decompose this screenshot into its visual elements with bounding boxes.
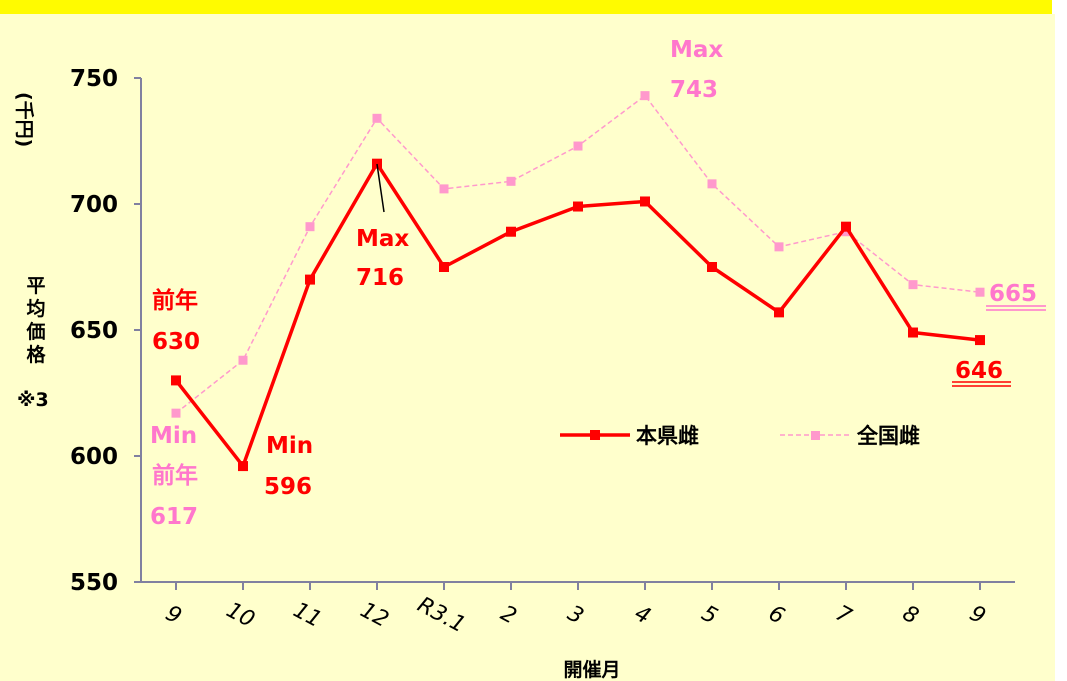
zenkoku-point [841,227,851,237]
x-tick-label: 10 [222,598,258,633]
legend-honken-marker [590,430,600,440]
pink-prev-label: 前年 [152,462,198,489]
zenkoku-point [573,141,583,151]
series-honken-mesu [171,158,985,472]
y-tick-label: 600 [70,444,118,470]
y-axis-label-char: 平 [26,275,45,297]
x-tick-label: 9 [965,601,989,630]
y-axis-unit-text: (千円) [13,92,35,147]
legend: 本県雌 全国雌 [560,424,920,448]
legend-honken-label: 本県雌 [636,424,699,448]
y-tick-label: 550 [70,570,118,596]
honken-point [439,262,449,272]
y-tick-label: 700 [70,192,118,218]
pink-min-label: Min [150,423,197,449]
y-tick-label: 650 [70,318,118,344]
red-last-value: 646 [955,358,1003,384]
legend-zenkoku-label: 全国雌 [856,424,920,448]
red-max-label: Max [356,226,409,252]
honken-point [908,327,918,338]
zenkoku-point [975,287,985,297]
x-tick-label: 7 [831,601,855,630]
zenkoku-point [439,184,449,194]
y-axis-label: 平均価格 [25,275,46,366]
y-ticks: 550 600 650 700 750 [70,66,141,596]
zenkoku-point [238,355,248,365]
x-ticks: 9 10 11 12 R3.1 2 3 4 5 6 7 8 9 [161,582,989,638]
x-tick-label: 5 [697,601,721,630]
top-highlight-bar [0,0,1052,14]
pink-prev-value: 617 [150,504,198,530]
max-leader-line [376,163,385,213]
pink-max-label: Max [670,37,723,63]
y-axis-label-char: 格 [26,343,46,366]
series-zenkoku-mesu [171,91,985,418]
honken-point [841,221,851,232]
honken-point [774,307,784,318]
pink-last-value: 665 [989,281,1037,307]
red-min-value: 596 [264,474,312,500]
honken-point [640,196,650,207]
y-axis-unit: (千円) [13,92,35,147]
x-axis-label: 開催月 [563,658,620,681]
y-axis-note: ※3 [17,389,49,411]
zenkoku-point [372,113,382,123]
y-axis-label-char: 価 [25,321,45,343]
red-max-value: 716 [356,265,404,291]
red-min-label: Min [266,433,313,459]
chart-background [0,14,1055,681]
y-tick-label: 750 [70,66,118,92]
pink-max-value: 743 [670,77,718,103]
y-axis-label-char: 均 [26,297,45,320]
x-tick-label: 3 [563,601,587,630]
x-tick-label: 9 [161,601,185,630]
zenkoku-point [305,222,315,232]
red-prev-label: 前年 [152,287,198,314]
zenkoku-point [908,280,918,290]
zenkoku-point [506,176,516,186]
zenkoku-point [171,408,181,418]
honken-point [171,375,181,386]
x-tick-label: 11 [289,598,325,633]
zenkoku-point [707,179,717,189]
zenkoku-point [640,91,650,101]
honken-point [238,461,248,472]
x-tick-label: R3.1 [413,592,469,638]
honken-point [975,335,985,346]
red-prev-value: 630 [152,329,200,355]
x-tick-label: 4 [630,601,654,630]
x-tick-label: 12 [356,598,392,633]
honken-point [506,226,516,237]
zenkoku-point [774,242,784,252]
x-tick-label: 2 [496,601,520,630]
legend-zenkoku-marker [811,431,820,440]
x-tick-label: 6 [764,601,788,630]
honken-point [573,201,583,212]
honken-point [372,158,382,169]
x-tick-label: 8 [898,601,922,630]
honken-point [305,274,315,285]
honken-point [707,262,717,272]
